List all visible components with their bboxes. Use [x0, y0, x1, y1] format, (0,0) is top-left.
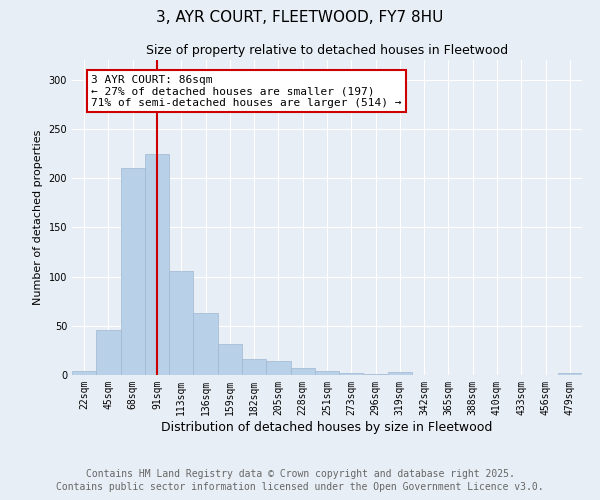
Bar	[96, 330, 121, 375]
Bar	[169, 270, 193, 375]
Bar	[72, 371, 96, 375]
Bar	[290, 368, 315, 375]
Bar	[193, 313, 218, 375]
Bar	[121, 168, 145, 375]
Y-axis label: Number of detached properties: Number of detached properties	[33, 130, 43, 305]
Bar	[388, 372, 412, 375]
Bar	[145, 154, 169, 375]
Bar	[558, 373, 582, 375]
Bar	[315, 371, 339, 375]
Text: 3, AYR COURT, FLEETWOOD, FY7 8HU: 3, AYR COURT, FLEETWOOD, FY7 8HU	[157, 10, 443, 25]
Title: Size of property relative to detached houses in Fleetwood: Size of property relative to detached ho…	[146, 44, 508, 58]
Bar	[339, 373, 364, 375]
X-axis label: Distribution of detached houses by size in Fleetwood: Distribution of detached houses by size …	[161, 420, 493, 434]
Bar	[218, 344, 242, 375]
Text: 3 AYR COURT: 86sqm
← 27% of detached houses are smaller (197)
71% of semi-detach: 3 AYR COURT: 86sqm ← 27% of detached hou…	[91, 75, 402, 108]
Bar	[266, 361, 290, 375]
Bar	[242, 359, 266, 375]
Bar	[364, 374, 388, 375]
Text: Contains HM Land Registry data © Crown copyright and database right 2025.
Contai: Contains HM Land Registry data © Crown c…	[56, 470, 544, 492]
